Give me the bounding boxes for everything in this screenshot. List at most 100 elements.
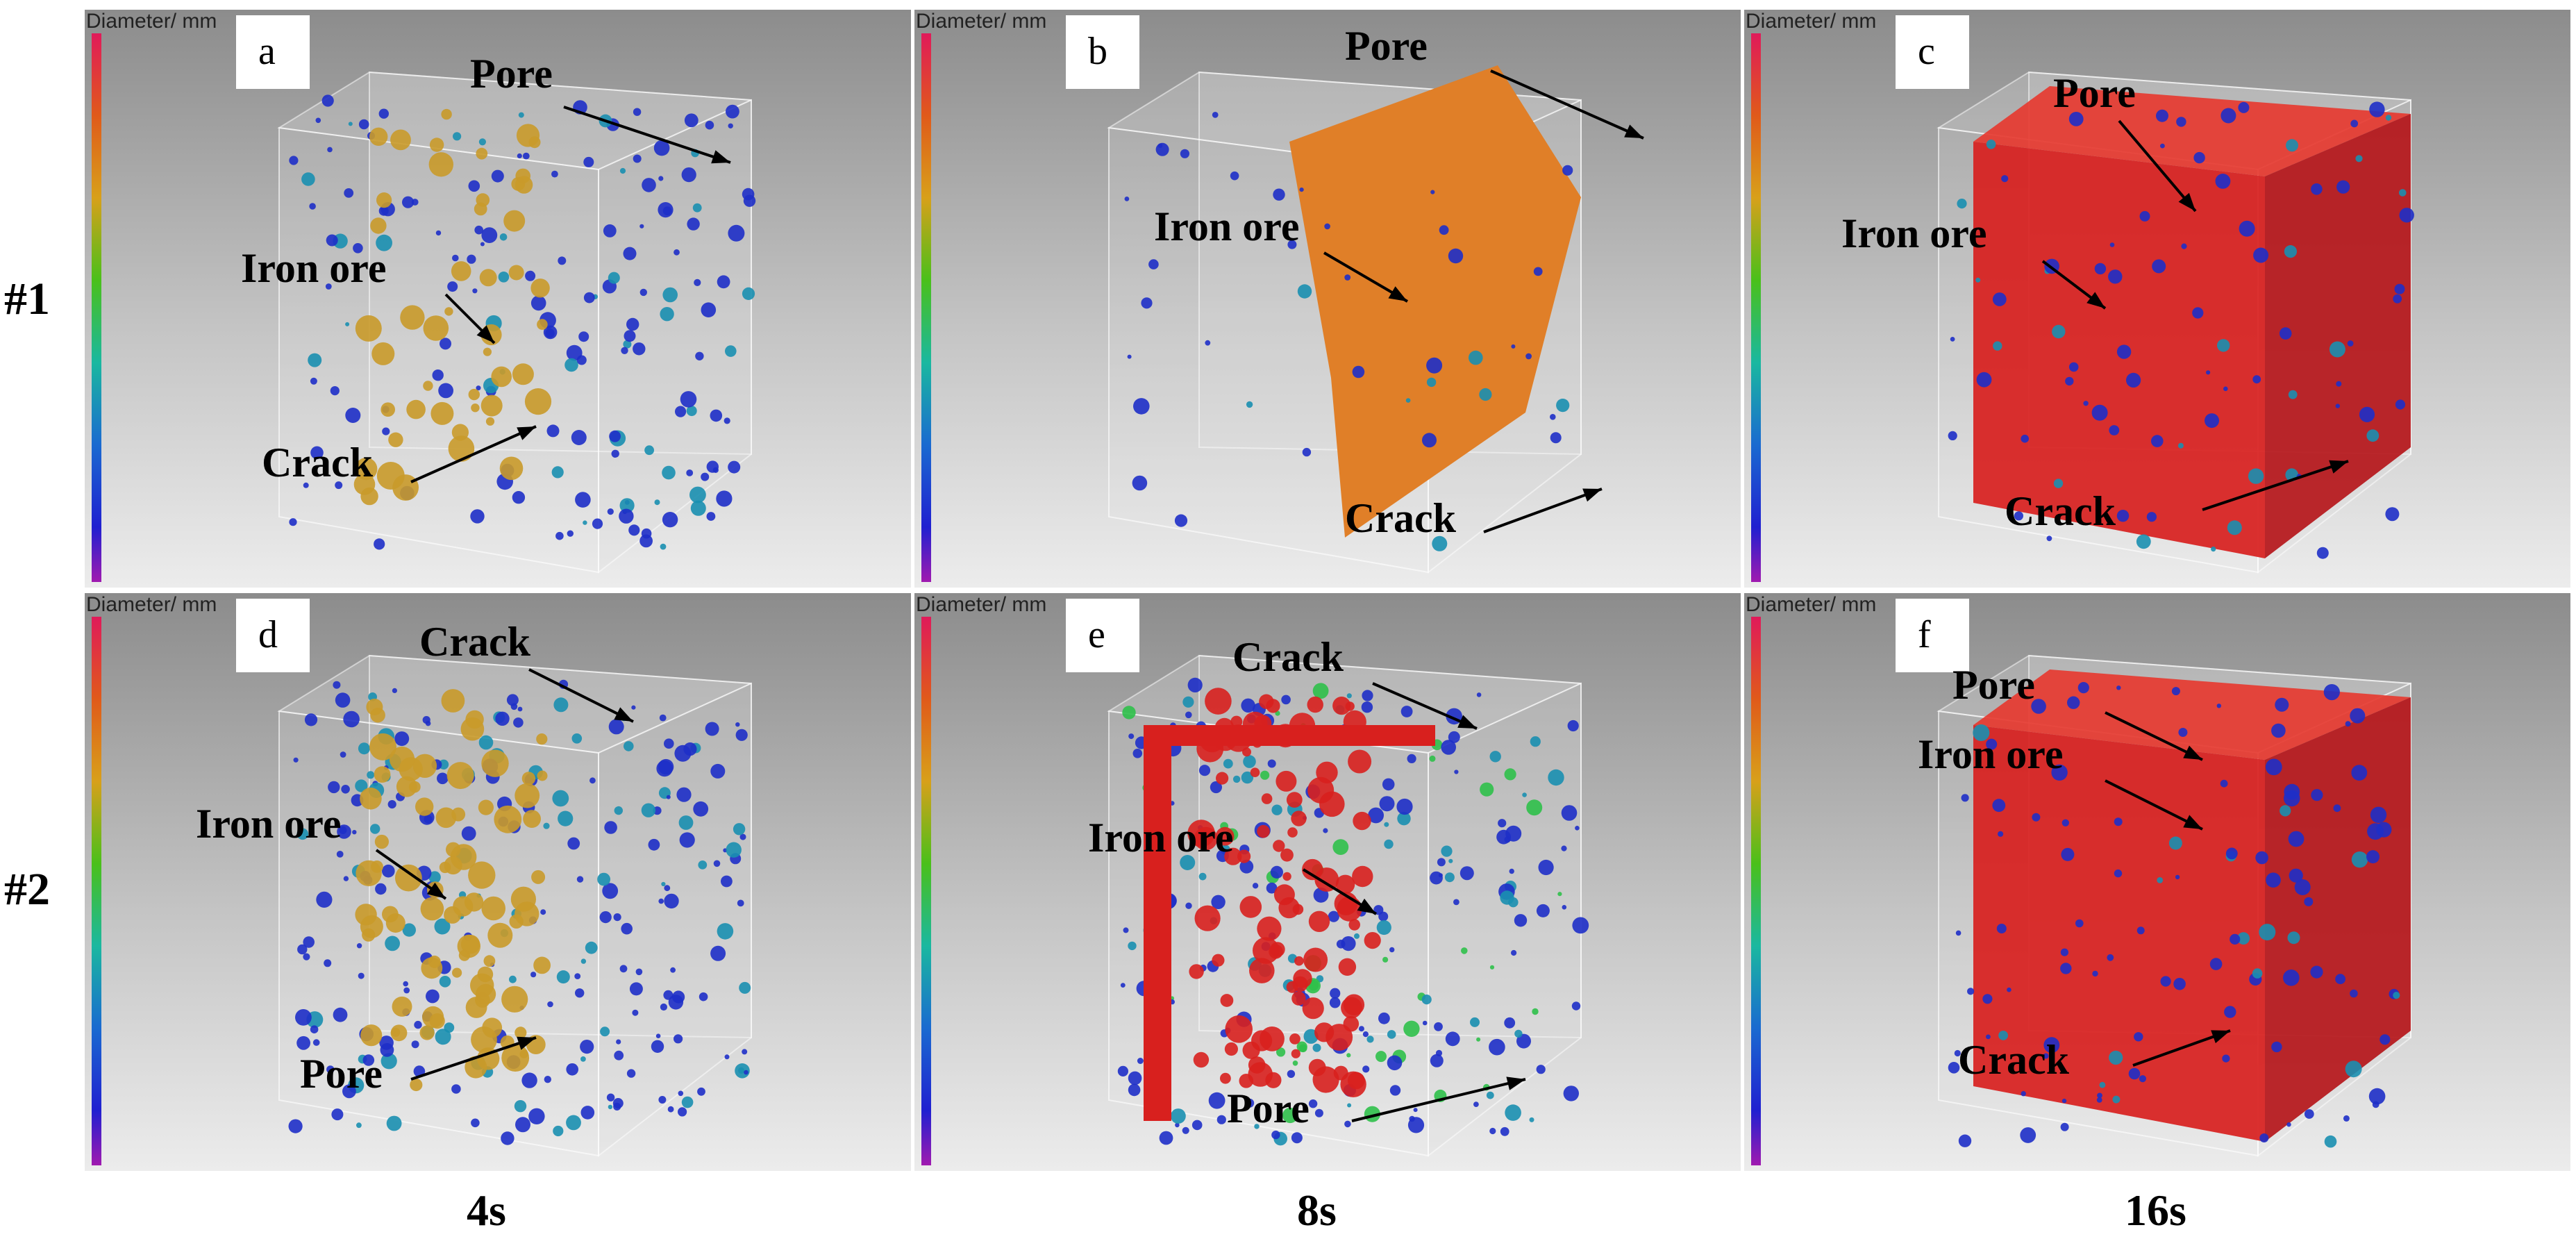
pore-particle xyxy=(2107,954,2114,961)
iron-ore-particle xyxy=(360,1024,383,1047)
pore-particle xyxy=(2001,175,2009,183)
pore-particle xyxy=(728,123,733,128)
pore-particle xyxy=(1254,1124,1260,1129)
pore-particle xyxy=(2393,992,2400,999)
pore-particle xyxy=(2280,805,2291,817)
pore-particle xyxy=(1148,259,1159,269)
iron-ore-particle xyxy=(452,967,462,978)
pore-particle xyxy=(506,694,519,706)
pore-particle xyxy=(296,828,309,840)
panel-letter-box xyxy=(236,15,310,89)
pore-particle xyxy=(467,254,476,264)
pore-particle xyxy=(2176,117,2186,127)
pore-particle xyxy=(2146,512,2157,522)
pore-particle xyxy=(1314,1108,1323,1117)
pore-particle xyxy=(1132,475,1148,491)
pore-particle xyxy=(512,491,526,504)
pore-particle xyxy=(2227,520,2242,535)
pore-particle xyxy=(387,800,396,809)
pore-particle xyxy=(1323,828,1328,833)
iron-ore-particle xyxy=(1273,840,1285,852)
pore-particle xyxy=(1271,804,1282,815)
iron-ore-particle xyxy=(515,1026,527,1039)
iron-ore-particle xyxy=(524,388,552,415)
arrow-head xyxy=(2211,1030,2230,1044)
iron-ore-particle xyxy=(1194,905,1221,931)
pore-particle xyxy=(1382,956,1389,963)
iron-ore-particle xyxy=(382,906,399,923)
pore-particle xyxy=(2335,404,2340,408)
pore-particle xyxy=(386,1115,402,1131)
pore-particle xyxy=(2399,208,2414,223)
panel-e: Diameter/ mm e Crack Iron ore Pore xyxy=(914,593,1741,1171)
pore-particle xyxy=(491,169,504,183)
annotation-label: Crack xyxy=(262,440,374,485)
pore-particle xyxy=(1439,225,1449,235)
panel-f: Diameter/ mm f Pore Iron ore Crack xyxy=(1744,593,2570,1171)
pore-particle xyxy=(2136,926,2145,935)
iron-ore-particle xyxy=(508,265,524,281)
pore-particle xyxy=(710,409,723,422)
iron-ore-particle xyxy=(1216,772,1229,785)
pore-particle xyxy=(308,353,322,367)
arrow-head xyxy=(517,426,536,440)
pore-particle xyxy=(1533,267,1543,276)
pore-particle xyxy=(1496,829,1511,845)
pore-particle xyxy=(2061,1098,2067,1104)
pore-particle xyxy=(2265,758,2282,776)
pore-particle xyxy=(335,481,343,490)
pore-particle xyxy=(481,227,498,243)
pore-particle xyxy=(1241,698,1255,713)
annotation-arrow xyxy=(2202,460,2349,511)
pore-particle xyxy=(1312,683,1329,699)
arrow-head xyxy=(476,325,494,343)
pore-particle xyxy=(2092,970,2098,977)
pore-particle xyxy=(2139,1075,2146,1083)
iron-ore-particle xyxy=(536,733,548,745)
pore-particle xyxy=(1344,1120,1351,1128)
pore-particle xyxy=(585,941,598,954)
pore-particle xyxy=(1205,340,1211,346)
pore-particle xyxy=(2091,404,2108,421)
pore-particle xyxy=(705,120,714,130)
pore-particle xyxy=(1362,1065,1370,1073)
pore-particle xyxy=(345,322,350,326)
pore-particle xyxy=(1117,1065,1128,1076)
pore-particle xyxy=(2061,819,2069,826)
arrow-head xyxy=(1457,715,1477,729)
pore-particle xyxy=(2043,1053,2049,1059)
annotation-arrow xyxy=(410,1036,537,1081)
pore-particle xyxy=(674,249,680,256)
iron-ore-particle xyxy=(530,278,550,298)
pore-particle xyxy=(674,1034,683,1044)
pore-particle xyxy=(2237,932,2250,945)
iron-ore-particle xyxy=(1286,981,1298,993)
pore-particle xyxy=(296,1036,310,1050)
pore-particle xyxy=(1563,1086,1579,1101)
pore-particle xyxy=(1361,701,1373,713)
iron-ore-particle xyxy=(441,108,452,120)
pore-particle xyxy=(583,156,594,167)
pore-particle xyxy=(1281,695,1291,705)
pore-particle xyxy=(2075,919,2084,928)
annotation-label: Pore xyxy=(470,51,553,97)
pore-particle xyxy=(352,830,357,835)
pore-particle xyxy=(517,153,522,159)
iron-ore-particle xyxy=(1341,997,1362,1019)
pore-particle xyxy=(551,170,558,178)
pore-particle xyxy=(2350,989,2358,998)
annotation-label: Crack xyxy=(419,619,531,665)
pore-particle xyxy=(733,823,746,835)
color-scale-bar xyxy=(1751,33,1761,582)
iron-ore-particle xyxy=(395,864,422,892)
pore-particle xyxy=(333,681,341,689)
pore-particle xyxy=(642,178,656,192)
pore-particle xyxy=(2109,425,2120,435)
pore-particle xyxy=(684,113,699,128)
pore-particle xyxy=(546,424,560,438)
pore-particle xyxy=(566,1063,578,1076)
pore-particle xyxy=(2053,479,2064,488)
pore-particle xyxy=(564,358,578,372)
pore-particle xyxy=(480,242,485,247)
pore-particle xyxy=(624,330,636,342)
